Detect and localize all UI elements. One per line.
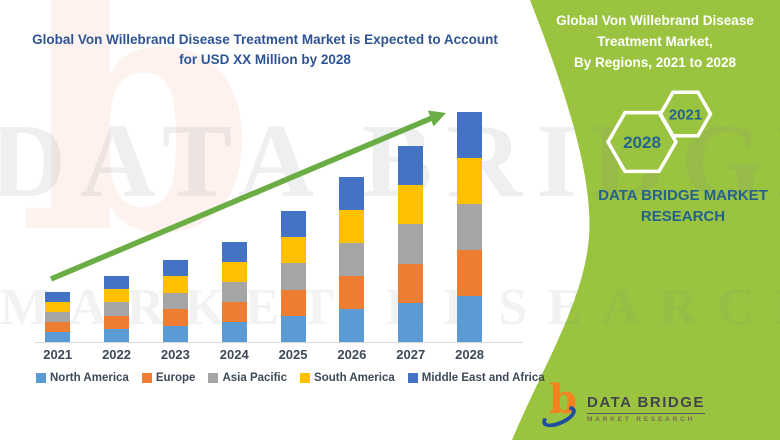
bar-segment-europe-2021	[45, 322, 71, 332]
panel-heading-line3: By Regions, 2021 to 2028	[573, 54, 737, 70]
panel-brand-line1: DATA BRIDGE MARKET	[598, 187, 768, 204]
bar-segment-north-america-2021	[45, 332, 71, 342]
x-axis-label-2024: 2024	[219, 347, 249, 362]
bar-segment-europe-2026	[339, 276, 365, 309]
databridge-logo: b DATA BRIDGE MARKET RESEARCH	[539, 378, 705, 432]
bar-segment-south-america-2026	[339, 210, 365, 243]
x-axis-label-2022: 2022	[102, 347, 131, 362]
legend-swatch-icon	[300, 373, 311, 383]
chart-title: Global Von Willebrand Disease Treatment …	[5, 30, 525, 69]
bar-segment-middle-east-and-africa-2025	[280, 211, 306, 238]
panel-heading-line2: Treatment Market,	[597, 33, 713, 49]
chart-title-line2: for USD XX Million by 2028	[179, 51, 351, 67]
logo-company-name: DATA BRIDGE	[587, 394, 705, 414]
legend-item-asia-pacific: Asia Pacific	[208, 372, 287, 384]
bar-segment-middle-east-and-africa-2027	[398, 146, 424, 186]
legend-label: Asia Pacific	[222, 372, 288, 384]
bar-segment-north-america-2024	[221, 322, 247, 342]
databridge-logo-icon: b	[539, 378, 581, 432]
legend-swatch-icon	[407, 373, 418, 383]
bar-segment-europe-2028	[457, 250, 483, 296]
bar-segment-south-america-2022	[104, 289, 130, 303]
bar-segment-asia-pacific-2022	[104, 302, 130, 316]
bar-segment-asia-pacific-2027	[398, 224, 424, 264]
bar-segment-middle-east-and-africa-2023	[162, 260, 188, 277]
bar-segment-south-america-2028	[457, 158, 483, 204]
bar-segment-south-america-2025	[280, 237, 306, 264]
bar-segment-north-america-2023	[162, 325, 188, 342]
bar-segment-south-america-2024	[221, 262, 247, 282]
bar-segment-south-america-2021	[45, 302, 71, 312]
logo-tagline: MARKET RESEARCH	[587, 415, 696, 423]
legend-swatch-icon	[208, 373, 219, 383]
legend-label: South America	[314, 372, 395, 384]
legend-swatch-icon	[141, 373, 152, 383]
bar-segment-north-america-2026	[339, 309, 365, 342]
bar-segment-europe-2024	[221, 302, 247, 322]
logo-text: DATA BRIDGE MARKET RESEARCH	[587, 394, 705, 423]
bar-segment-asia-pacific-2021	[45, 312, 71, 322]
panel-heading-line1: Global Von Willebrand Disease	[556, 13, 754, 28]
bar-segment-north-america-2022	[104, 328, 130, 342]
x-axis-label-2021: 2021	[43, 347, 73, 362]
legend-item-south-america: South America	[300, 372, 395, 384]
bar-segment-europe-2022	[104, 315, 130, 329]
bar-segment-middle-east-and-africa-2024	[221, 242, 247, 262]
bar-segment-asia-pacific-2028	[457, 204, 483, 250]
chart-legend: North America Europe Asia Pacific South Ame…	[36, 372, 545, 384]
bar-segment-north-america-2027	[398, 302, 424, 342]
green-panel-shape	[512, 0, 780, 440]
bar-segment-north-america-2028	[457, 296, 483, 342]
bar-segment-south-america-2027	[398, 185, 424, 225]
bar-segment-middle-east-and-africa-2021	[45, 292, 71, 302]
legend-item-europe: Europe	[141, 372, 196, 384]
bar-segment-asia-pacific-2023	[162, 292, 188, 310]
legend-item-north-america: North America	[36, 372, 129, 384]
legend-item-middle-east-and-africa: Middle East and Africa	[407, 372, 545, 384]
x-axis-label-2028: 2028	[455, 347, 485, 362]
bar-segment-middle-east-and-africa-2022	[104, 276, 130, 290]
bar-segment-europe-2025	[280, 289, 306, 316]
x-axis-line	[35, 342, 523, 343]
legend-label: Middle East and Africa	[421, 372, 545, 384]
bar-segment-europe-2023	[162, 309, 188, 326]
panel-brand-text: DATA BRIDGE MARKET RESEARCH	[585, 185, 780, 227]
bar-segment-north-america-2025	[280, 315, 306, 342]
bar-segment-middle-east-and-africa-2026	[339, 177, 365, 210]
panel-heading: Global Von Willebrand Disease Treatment …	[545, 11, 765, 74]
bar-segment-asia-pacific-2026	[339, 243, 365, 276]
x-axis-label-2027: 2027	[396, 347, 426, 362]
bar-segment-south-america-2023	[162, 276, 188, 293]
chart-title-line1: Global Von Willebrand Disease Treatment …	[32, 32, 498, 47]
bar-segment-asia-pacific-2025	[280, 263, 306, 290]
bar-segment-middle-east-and-africa-2028	[457, 112, 483, 158]
logo-b-glyph: b	[549, 376, 577, 423]
x-axis-label-2026: 2026	[337, 347, 367, 362]
legend-swatch-icon	[36, 373, 46, 383]
legend-label: Europe	[155, 372, 196, 384]
x-axis-label-2023: 2023	[160, 347, 190, 362]
legend-label: North America	[50, 372, 129, 384]
panel-brand-line2: RESEARCH	[640, 208, 726, 225]
bar-segment-europe-2027	[398, 263, 424, 303]
bar-segment-asia-pacific-2024	[221, 282, 247, 302]
x-axis-label-2025: 2025	[278, 347, 308, 362]
